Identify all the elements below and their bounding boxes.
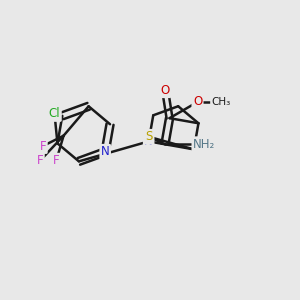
Text: F: F (53, 154, 59, 167)
Text: N: N (101, 145, 110, 158)
Text: S: S (145, 130, 153, 143)
Text: O: O (160, 84, 170, 97)
Text: F: F (40, 140, 46, 152)
Text: NH₂: NH₂ (193, 138, 215, 151)
Text: O: O (193, 95, 202, 109)
Text: N: N (144, 135, 153, 148)
Text: CH₃: CH₃ (212, 97, 231, 107)
Text: Cl: Cl (49, 107, 60, 120)
Text: F: F (37, 154, 43, 167)
